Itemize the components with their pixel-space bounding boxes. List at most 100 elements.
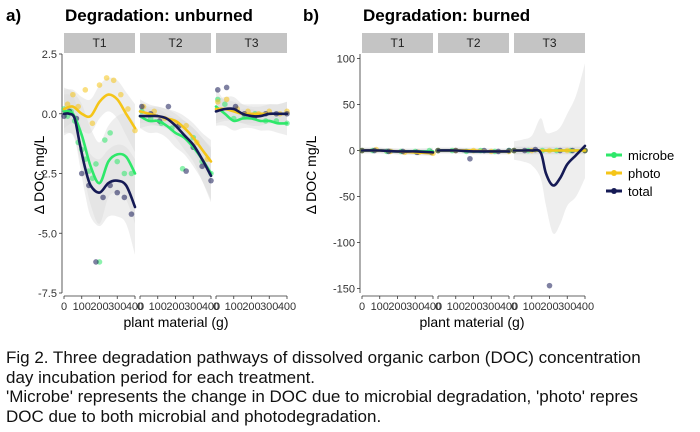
data-point-total — [183, 168, 189, 174]
x-tick-label: 400 — [126, 301, 144, 313]
legend-label-microbe: microbe — [628, 148, 674, 163]
facet-strip-label: T1 — [390, 36, 404, 50]
y-tick-label: 50 — [343, 100, 355, 112]
x-tick-label: 100 — [73, 301, 91, 313]
data-point-microbe — [102, 137, 108, 143]
facet-strip-label: T1 — [92, 36, 106, 50]
x-tick-label: 0 — [435, 301, 441, 313]
facet-strip — [514, 33, 585, 53]
data-point-photo — [70, 91, 76, 98]
data-point-photo — [89, 120, 96, 127]
x-tick-label: 100 — [371, 301, 389, 313]
y-tick-label: -7.5 — [38, 288, 57, 300]
confidence-band-total — [140, 104, 211, 203]
panel-a-label: a) — [6, 6, 21, 25]
data-point-photo — [103, 75, 110, 81]
panel-b-title: Degradation: burned — [363, 6, 530, 25]
legend-item-total: total — [606, 184, 653, 199]
y-tick-label: -100 — [333, 237, 355, 249]
facet-strip-label: T3 — [542, 36, 556, 50]
facet-strip-label: T2 — [466, 36, 480, 50]
confidence-band-microbe — [64, 87, 135, 224]
data-point-total — [128, 211, 135, 217]
figure: a) Degradation: unburned Δ DOC mg/L plan… — [6, 6, 674, 330]
x-tick-label: 400 — [500, 301, 518, 313]
y-tick-label: 100 — [337, 54, 355, 66]
data-point-photo — [64, 101, 71, 107]
confidence-band-photo — [64, 77, 135, 152]
data-point-photo — [125, 106, 131, 112]
facet-strip — [140, 33, 211, 53]
legend: microbe photo total — [606, 148, 674, 199]
x-tick-label: 300 — [260, 301, 278, 313]
caption-line-2: day incubation period for each treatment… — [6, 367, 316, 387]
legend-item-microbe: microbe — [606, 148, 674, 163]
y-tick-label: -150 — [333, 283, 355, 295]
trend-line-photo — [138, 110, 213, 163]
data-point-total — [138, 103, 145, 110]
caption-line-4: DOC due to both microbial and photodegra… — [6, 406, 382, 426]
facet-strip — [64, 33, 135, 53]
x-tick-label: 100 — [523, 301, 541, 313]
trend-line-total — [214, 107, 289, 118]
x-tick-label: 300 — [558, 301, 576, 313]
x-tick-label: 200 — [388, 301, 406, 313]
panel-a-x-label: plant material (g) — [123, 314, 228, 330]
x-tick-label: 300 — [482, 301, 500, 313]
legend-dot-total — [611, 188, 617, 194]
panel-b-label: b) — [303, 6, 319, 25]
data-point-total — [93, 259, 99, 265]
x-tick-label: 0 — [137, 301, 143, 313]
x-tick-label: 100 — [447, 301, 465, 313]
y-tick-label: 0.0 — [42, 109, 57, 121]
trend-line-total — [436, 149, 511, 153]
data-point-photo — [82, 87, 89, 93]
y-tick-label: -2.5 — [38, 169, 57, 181]
x-tick-label: 300 — [406, 301, 424, 313]
y-tick-label: 2.5 — [42, 49, 57, 61]
legend-item-photo: photo — [606, 166, 661, 181]
x-tick-label: 300 — [184, 301, 202, 313]
legend-dot-photo — [611, 170, 617, 176]
data-point-photo — [132, 127, 138, 134]
data-point-microbe — [121, 170, 128, 177]
data-point-microbe — [107, 130, 113, 136]
x-tick-label: 400 — [278, 301, 296, 313]
x-tick-label: 200 — [242, 301, 260, 313]
caption-line-3: 'Microbe' represents the change in DOC d… — [6, 387, 638, 406]
data-point-total — [121, 194, 128, 201]
x-tick-label: 200 — [90, 301, 108, 313]
facet-strip — [362, 33, 433, 53]
data-point-microbe — [114, 158, 121, 165]
y-tick-label: -50 — [339, 191, 355, 203]
x-tick-label: 400 — [424, 301, 442, 313]
legend-dot-microbe — [611, 152, 617, 158]
data-point-microbe — [128, 170, 135, 177]
x-tick-label: 0 — [61, 301, 67, 313]
data-point-total — [467, 155, 473, 162]
confidence-band-microbe — [216, 87, 287, 136]
data-point-total — [214, 87, 221, 93]
x-tick-label: 100 — [149, 301, 167, 313]
x-tick-label: 200 — [464, 301, 482, 313]
data-point-total — [208, 177, 214, 184]
trend-line-total — [360, 149, 435, 154]
facet-strip-label: T2 — [168, 36, 182, 50]
data-point-total — [114, 189, 121, 196]
y-tick-label: -5.0 — [38, 228, 57, 240]
data-point-microbe — [222, 101, 228, 107]
facet-strip — [216, 33, 287, 53]
data-point-photo — [118, 91, 124, 98]
panel-b-x-label: plant material (g) — [419, 314, 524, 330]
figure-caption: Fig 2. Three degradation pathways of dis… — [6, 348, 700, 426]
legend-label-photo: photo — [628, 166, 661, 181]
caption-line-1: Fig 2. Three degradation pathways of dis… — [6, 348, 641, 367]
panel-b-y-label: Δ DOC mg/L — [303, 135, 319, 214]
data-point-microbe — [93, 161, 99, 167]
trend-line-total — [138, 114, 213, 178]
data-point-total — [165, 103, 172, 110]
trend-line-microbe — [214, 105, 289, 125]
data-point-total — [199, 163, 205, 170]
